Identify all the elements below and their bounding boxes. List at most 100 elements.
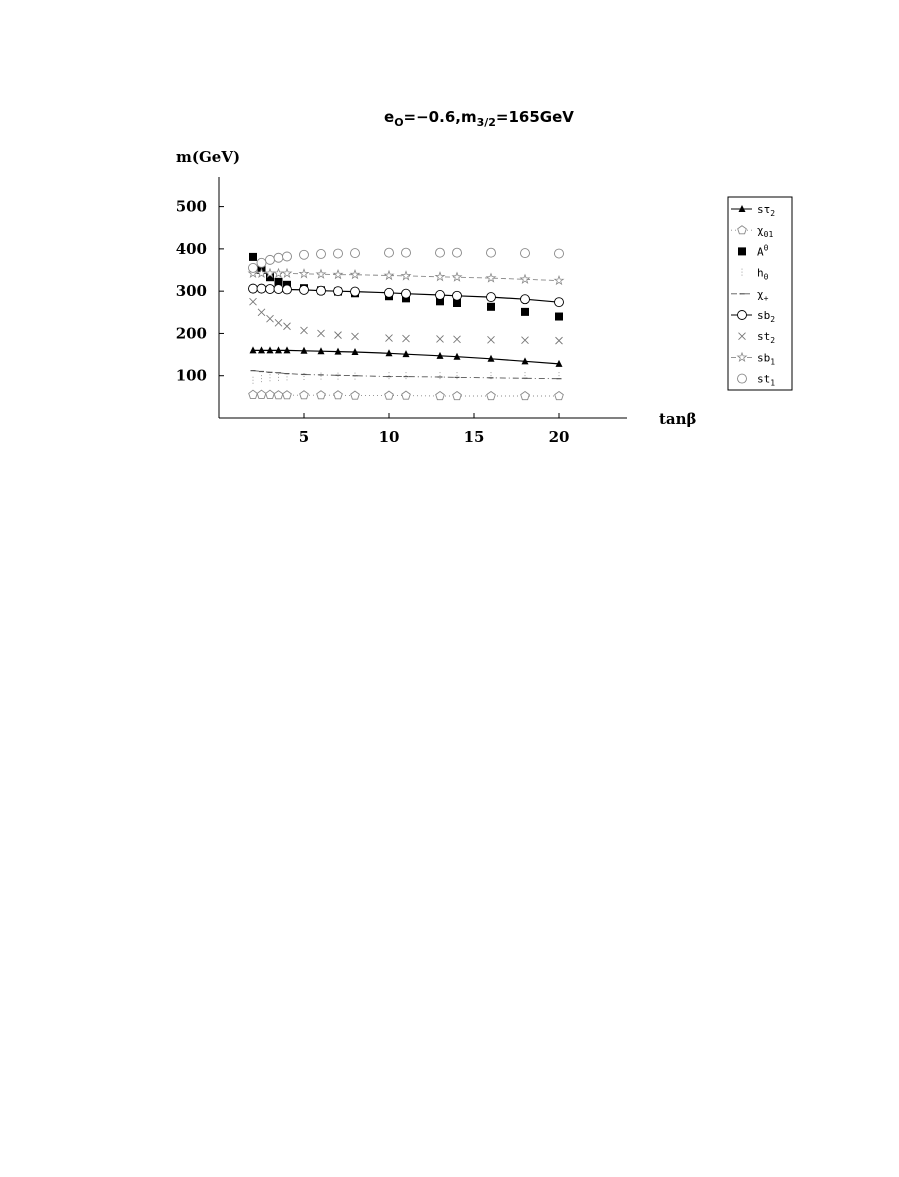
series-0-point bbox=[521, 357, 529, 365]
series-8-point bbox=[282, 251, 292, 262]
series-8-point bbox=[333, 248, 343, 259]
series-7-point bbox=[273, 267, 284, 278]
series-6-point bbox=[334, 331, 342, 339]
series-7-point bbox=[349, 269, 361, 280]
legend-label: χ+ bbox=[757, 288, 769, 303]
series-1-point bbox=[401, 390, 411, 400]
axis-ticks: 5 10 15 20 100 200 300 400 500 bbox=[176, 198, 570, 446]
series-5-point bbox=[256, 283, 267, 294]
series-6-point bbox=[521, 336, 529, 345]
y-tick-label: 400 bbox=[176, 240, 207, 258]
x-tick-label: 15 bbox=[464, 428, 485, 446]
series-7-point bbox=[264, 267, 276, 278]
series-1-point bbox=[384, 390, 394, 400]
series-7-point bbox=[485, 272, 497, 283]
series-2-point bbox=[249, 252, 257, 261]
series-8-point bbox=[350, 248, 360, 259]
series-7-point bbox=[383, 269, 395, 281]
series-6-point bbox=[317, 329, 325, 338]
legend-label: sτ2 bbox=[757, 203, 775, 218]
series-0-point bbox=[266, 346, 274, 354]
legend-label: sb1 bbox=[757, 351, 775, 366]
legend-label: st1 bbox=[757, 373, 775, 388]
series-0-line bbox=[253, 349, 560, 365]
x-axis-label: tanβ bbox=[659, 410, 697, 428]
series-1-point bbox=[273, 390, 284, 400]
x-tick-label: 10 bbox=[379, 428, 400, 446]
series-1-point bbox=[486, 390, 496, 401]
y-tick-label: 100 bbox=[176, 367, 207, 385]
series-5-point bbox=[316, 285, 326, 296]
series-0-point bbox=[385, 349, 393, 357]
series-1-point bbox=[520, 390, 530, 401]
series-5-point bbox=[350, 286, 360, 297]
series-2-point bbox=[274, 277, 283, 286]
series-8-point bbox=[452, 247, 462, 258]
series-1-point bbox=[333, 390, 343, 400]
series-0-point bbox=[283, 346, 291, 354]
series-5-point bbox=[554, 297, 564, 308]
series-6-point bbox=[555, 336, 563, 345]
title-sub-o: O bbox=[394, 116, 403, 129]
series-0-point bbox=[249, 346, 257, 354]
series-0-point bbox=[317, 347, 325, 355]
x-tick-label: 20 bbox=[549, 428, 570, 446]
series-1-point bbox=[452, 390, 462, 401]
series-0-point bbox=[351, 348, 359, 356]
series-7-point bbox=[247, 267, 259, 278]
series-4-line bbox=[252, 370, 560, 380]
legend-label: st2 bbox=[757, 330, 775, 345]
series-6-point bbox=[453, 335, 461, 344]
series-8-point bbox=[435, 247, 445, 258]
y-tick-label: 500 bbox=[176, 198, 207, 216]
legend-marker bbox=[738, 332, 746, 341]
series-7-point bbox=[400, 270, 412, 281]
title-sub-32: 3/2 bbox=[477, 116, 496, 129]
series-5-point bbox=[299, 284, 309, 295]
series-5-point bbox=[333, 286, 343, 297]
legend-marker bbox=[738, 205, 746, 212]
series-5-point bbox=[248, 283, 258, 294]
series-1-point bbox=[248, 389, 258, 399]
series-7-point bbox=[519, 273, 531, 285]
series-6-point bbox=[385, 334, 393, 342]
legend-label: h0 bbox=[757, 267, 769, 282]
series-8-point bbox=[299, 249, 309, 260]
series-1-point bbox=[316, 390, 326, 400]
y-tick-label: 300 bbox=[176, 282, 207, 300]
series-0-point bbox=[300, 346, 308, 354]
series-8-point bbox=[554, 248, 564, 259]
series-5-point bbox=[265, 284, 275, 294]
series-2-point bbox=[266, 273, 274, 282]
legend-label: sb2 bbox=[757, 309, 775, 324]
series-1-point bbox=[282, 390, 292, 400]
series-2-point bbox=[487, 302, 495, 311]
series-8-point bbox=[384, 247, 394, 258]
series-6-point bbox=[266, 314, 274, 323]
series-1-point bbox=[350, 390, 360, 400]
series-5-point bbox=[520, 294, 530, 305]
legend-marker bbox=[736, 351, 748, 362]
series-6-point bbox=[487, 335, 495, 344]
series-1-point bbox=[265, 389, 275, 399]
series-1-point bbox=[256, 389, 267, 399]
legend-marker bbox=[737, 373, 747, 384]
x-tick-label: 5 bbox=[299, 428, 309, 446]
series-marks bbox=[247, 247, 565, 401]
title-end: =165GeV bbox=[496, 108, 574, 126]
series-2-point bbox=[436, 297, 444, 306]
series-5-point bbox=[384, 287, 394, 298]
y-tick-label: 200 bbox=[176, 324, 207, 342]
series-5-point bbox=[486, 292, 496, 303]
legend-label: χ01 bbox=[757, 224, 773, 239]
series-5-point bbox=[401, 288, 411, 299]
series-5-point bbox=[452, 290, 462, 301]
legend-label: A0 bbox=[757, 243, 769, 258]
series-0-point bbox=[487, 354, 495, 362]
series-8-point bbox=[520, 248, 530, 259]
chart-title: eO=−0.6,m3/2=165GeV bbox=[384, 108, 574, 129]
series-2-point bbox=[521, 307, 529, 316]
series-7-point bbox=[256, 267, 267, 278]
legend: sτ2 χ01 A0 h0 χ+ sb2 st2 sb1 st1 bbox=[731, 203, 775, 388]
legend-marker bbox=[737, 310, 747, 320]
